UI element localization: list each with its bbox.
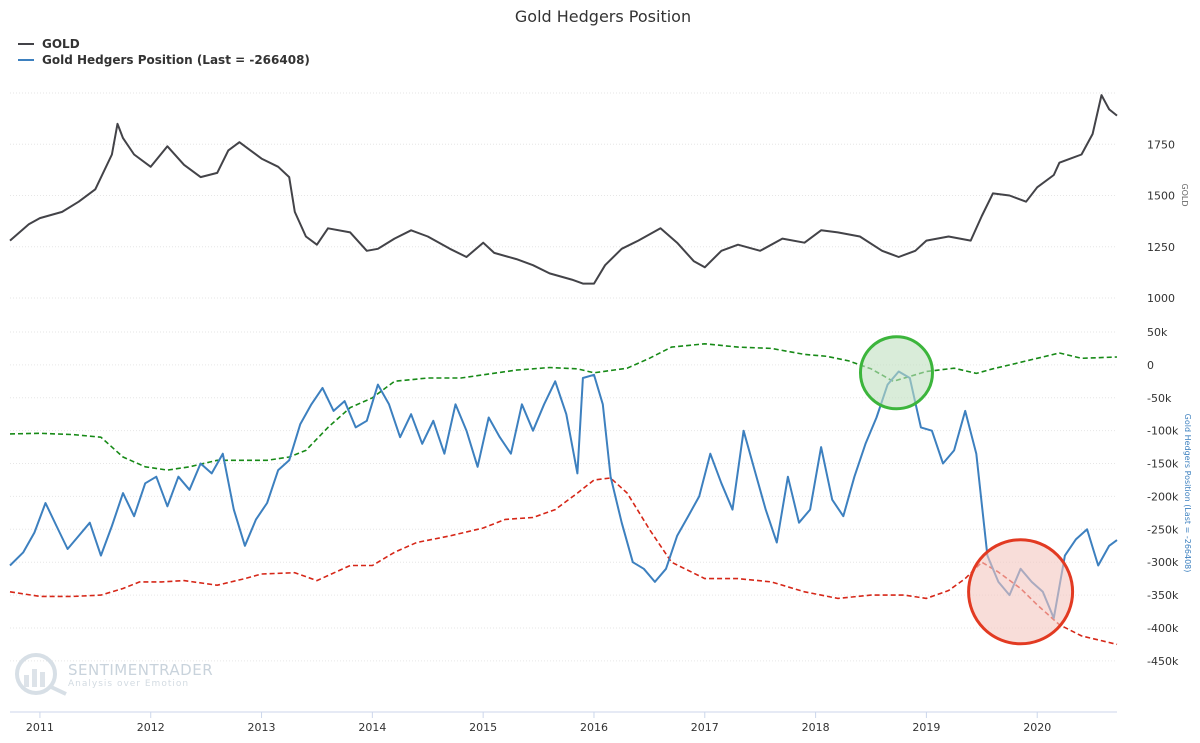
legend-label-gold[interactable]: GOLD <box>42 37 80 51</box>
hedgers-tick-label: 50k <box>1147 326 1168 339</box>
watermark-logo-bar <box>24 675 29 687</box>
x-tick-label: 2013 <box>248 721 276 734</box>
watermark-name: SENTIMENTRADER <box>68 661 213 679</box>
hedgers-line[interactable] <box>9 370 1118 620</box>
upper-band-line[interactable] <box>9 343 1118 471</box>
gold-tick-label: 1500 <box>1147 190 1175 203</box>
watermark-logo-bar <box>32 669 37 687</box>
watermark-logo-bar <box>40 672 45 687</box>
x-tick-label: 2015 <box>469 721 497 734</box>
x-tick-label: 2012 <box>137 721 165 734</box>
watermark-tagline: Analysis over Emotion <box>68 679 189 689</box>
gold-tick-label: 1750 <box>1147 138 1175 151</box>
chart-title: Gold Hedgers Position <box>515 7 691 26</box>
x-tick-label: 2018 <box>802 721 830 734</box>
legend-label-hedgers[interactable]: Gold Hedgers Position (Last = -266408) <box>42 53 310 67</box>
green-highlight-circle <box>858 335 934 411</box>
red-highlight-circle <box>967 538 1075 646</box>
hedgers-tick-label: -200k <box>1147 490 1179 503</box>
annotations <box>858 335 1075 646</box>
hedgers-tick-label: -450k <box>1147 655 1179 668</box>
legend: GOLD Gold Hedgers Position (Last = -2664… <box>18 37 310 67</box>
gold-tick-label: 1000 <box>1147 292 1175 305</box>
x-tick-label: 2011 <box>26 721 54 734</box>
watermark-logo-icon <box>15 653 57 695</box>
x-tick-label: 2016 <box>580 721 608 734</box>
hedgers-tick-label: -50k <box>1147 392 1172 405</box>
watermark: SENTIMENTRADER Analysis over Emotion <box>15 653 213 696</box>
hedgers-axis-title: Gold Hedgers Position (Last = -266408) <box>1183 414 1192 573</box>
hedgers-tick-label: -400k <box>1147 622 1179 635</box>
hedgers-axis: 50k 0 -50k -100k -150k -200k -250k -300k -350k -4… <box>1147 326 1179 668</box>
lower-band-line[interactable] <box>9 477 1118 646</box>
gold-axis-title: GOLD <box>1180 183 1189 206</box>
x-tick-label: 2014 <box>358 721 386 734</box>
gold-line[interactable] <box>9 94 1118 285</box>
gold-axis: 1750 1500 1250 1000 <box>1147 138 1175 305</box>
hedgers-tick-label: -150k <box>1147 458 1179 471</box>
watermark-logo-handle <box>48 684 67 696</box>
hedgers-tick-label: -300k <box>1147 556 1179 569</box>
x-tick-label: 2020 <box>1023 721 1051 734</box>
x-tick-label: 2019 <box>912 721 940 734</box>
gold-tick-label: 1250 <box>1147 241 1175 254</box>
hedgers-tick-label: 0 <box>1147 359 1154 372</box>
x-axis: 2011 2012 2013 2014 2015 2016 2017 2018 2019 2020 <box>10 711 1117 734</box>
grid <box>10 92 1117 662</box>
hedgers-tick-label: -350k <box>1147 589 1179 602</box>
series <box>9 94 1118 646</box>
hedgers-tick-label: -250k <box>1147 523 1179 536</box>
x-tick-label: 2017 <box>691 721 719 734</box>
hedgers-tick-label: -100k <box>1147 425 1179 438</box>
